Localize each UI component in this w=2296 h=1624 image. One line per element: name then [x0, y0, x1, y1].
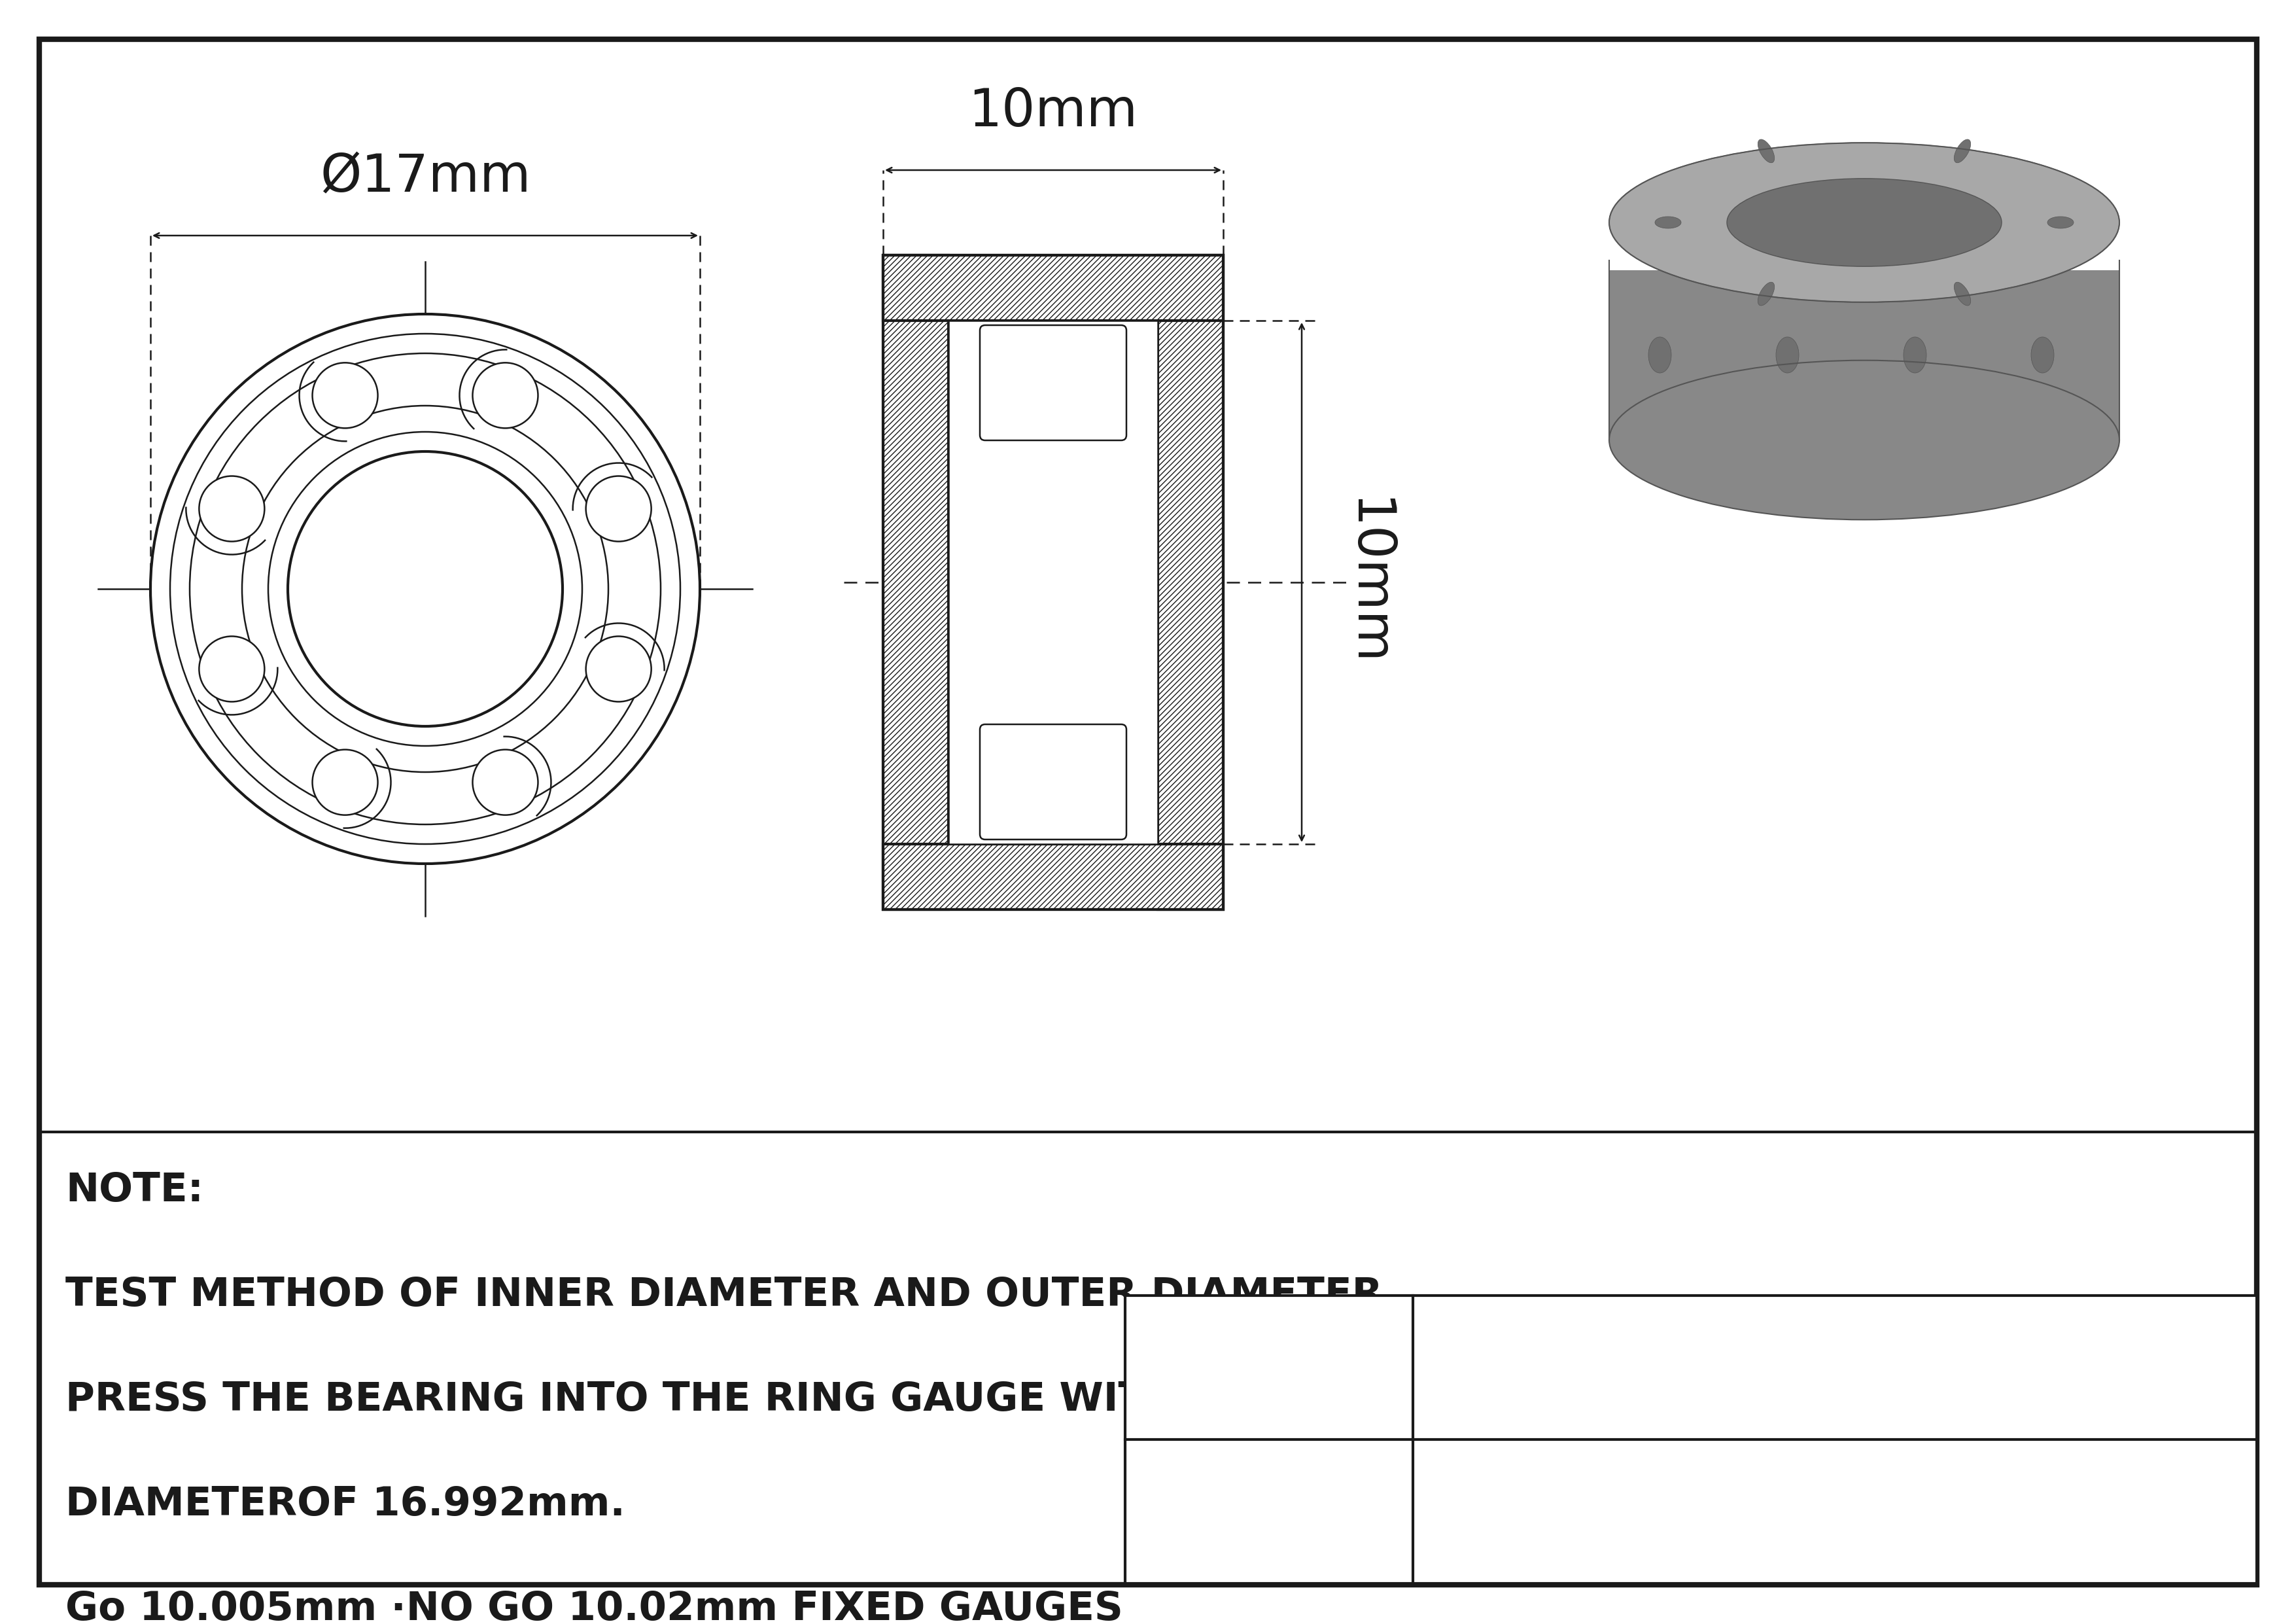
Text: Part: Part [1233, 1478, 1304, 1514]
Circle shape [585, 637, 652, 702]
Text: 10mm: 10mm [1341, 497, 1391, 667]
Circle shape [473, 362, 537, 429]
Text: PRESS THE BEARING INTO THE RING GAUGE WITH THE INNER: PRESS THE BEARING INTO THE RING GAUGE WI… [64, 1380, 1435, 1419]
Circle shape [200, 637, 264, 702]
Text: ®: ® [1309, 1301, 1352, 1343]
Ellipse shape [1954, 283, 1970, 305]
Text: Go 10.005mm ·NO GO 10.02mm FIXED GAUGES: Go 10.005mm ·NO GO 10.02mm FIXED GAUGES [64, 1590, 1123, 1624]
Bar [884, 255, 1224, 320]
Ellipse shape [2048, 216, 2073, 229]
Circle shape [287, 451, 563, 726]
Bar [884, 844, 1224, 909]
Text: DIAMETEROF 16.992mm.: DIAMETEROF 16.992mm. [64, 1486, 625, 1523]
Text: Email: lilybearing@lily-bearing.com: Email: lilybearing@lily-bearing.com [1545, 1385, 2126, 1416]
Circle shape [191, 354, 661, 825]
Ellipse shape [1759, 140, 1775, 162]
Text: TAM1010: TAM1010 [1713, 1473, 1956, 1518]
Bar [1157, 255, 1224, 909]
Text: NOTE:: NOTE: [64, 1171, 204, 1210]
Ellipse shape [1727, 179, 2002, 266]
Bar [1125, 1296, 2257, 1583]
Circle shape [312, 362, 379, 429]
Circle shape [312, 750, 379, 815]
Ellipse shape [1954, 140, 1970, 162]
Circle shape [152, 313, 700, 864]
Ellipse shape [1777, 336, 1798, 374]
Polygon shape [1609, 270, 2119, 440]
Ellipse shape [1759, 283, 1775, 305]
Circle shape [241, 406, 608, 771]
Ellipse shape [1649, 336, 1671, 374]
Bar [884, 255, 948, 909]
Circle shape [473, 750, 537, 815]
Text: SHANGHAI LILY BEARING LIMITED: SHANGHAI LILY BEARING LIMITED [1458, 1328, 2211, 1367]
Text: LILY: LILY [1130, 1304, 1389, 1418]
Circle shape [585, 476, 652, 541]
Text: Number: Number [1196, 1517, 1341, 1553]
Ellipse shape [1609, 143, 2119, 302]
Text: IKO Needle Roller Bearings: IKO Needle Roller Bearings [1616, 1522, 2053, 1553]
Circle shape [200, 476, 264, 541]
Ellipse shape [1903, 336, 1926, 374]
Bar [948, 320, 1157, 844]
Ellipse shape [1655, 216, 1681, 229]
Text: 10mm: 10mm [969, 86, 1139, 138]
Text: TEST METHOD OF INNER DIAMETER AND OUTER DIAMETER.: TEST METHOD OF INNER DIAMETER AND OUTER … [64, 1276, 1398, 1314]
FancyBboxPatch shape [980, 325, 1127, 440]
Ellipse shape [2032, 336, 2055, 374]
Bar [884, 255, 1224, 909]
FancyBboxPatch shape [980, 724, 1127, 840]
Ellipse shape [1609, 361, 2119, 520]
Text: Ø17mm: Ø17mm [319, 151, 530, 203]
Circle shape [269, 432, 583, 745]
Circle shape [170, 333, 680, 844]
